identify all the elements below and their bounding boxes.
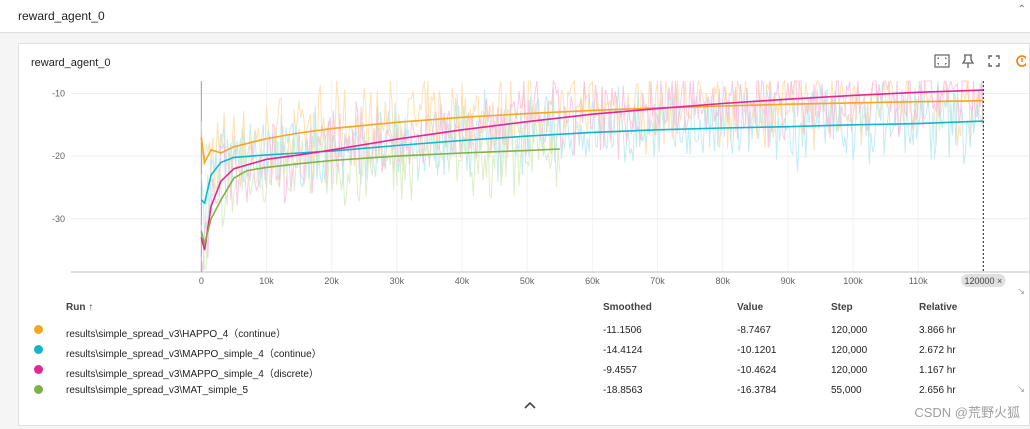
table-row[interactable]: results\simple_spread_v3\MAPPO_simple_4（… [19,341,1030,361]
table-row[interactable]: results\simple_spread_v3\HAPPO_4（continu… [19,321,1030,341]
x-tick-label: 80k [715,276,730,286]
fullscreen-icon[interactable] [985,54,1003,72]
x-tick-label: 0 [199,276,204,286]
step-marker-label: 120000 × [964,276,1002,286]
step-value: 120,000 [831,345,868,356]
y-tick-label: -10 [52,89,65,99]
card-title: reward_agent_0 [31,57,111,69]
run-name: results\simple_spread_v3\HAPPO_4（continu… [66,329,287,340]
smoothed-value: -18.8563 [603,385,643,396]
chart-resize-handle[interactable]: ↘ [1017,286,1025,296]
raw-value: -8.7467 [737,325,771,336]
watermark: CSDN @荒野火狐 [914,405,1020,420]
run-name: results\simple_spread_v3\MAPPO_simple_4（… [66,369,319,380]
y-tick-label: -20 [52,151,65,161]
smoothed-value: -9.4557 [603,365,637,376]
step-value: 120,000 [831,365,868,376]
chart-card: reward_agent_0 -10 -20 -30 0 10k 20k 30k 40k 50k… [18,43,1030,426]
x-tick-label: 60k [585,276,600,286]
smoothed-series-line [200,148,560,247]
smoothed-series-line [200,99,984,166]
x-tick-label: 40k [455,276,470,286]
y-tick-label: -30 [52,214,65,224]
series-color-dot [34,365,43,374]
raw-value: -10.4624 [737,365,777,376]
relative-time: 2.656 hr [919,385,956,396]
raw-value: -16.3784 [737,385,777,396]
smoothed-series-line [200,120,984,205]
line-chart[interactable]: -10 -20 -30 0 10k 20k 30k 40k 50k 60k 70k 80k 90k 100… [19,44,1030,294]
smoothed-value: -14.4124 [603,345,643,356]
run-name: results\simple_spread_v3\MAT_simple_5 [66,385,249,396]
collapse-icon[interactable]: ⌃ [1017,4,1026,15]
header-relative: Relative [919,302,958,313]
x-tick-label: 20k [324,276,339,286]
header-step: Step [831,302,853,313]
x-tick-label: 110k [909,276,928,286]
series-color-dot [34,345,43,354]
relative-time: 1.167 hr [919,365,956,376]
pin-icon[interactable] [959,54,977,72]
header-smoothed: Smoothed [603,302,652,313]
table-row[interactable]: results\simple_spread_v3\MAT_simple_5 -18… [19,381,1030,401]
x-tick-label: 90k [781,276,796,286]
x-tick-label: 30k [390,276,405,286]
section-title: reward_agent_0 [18,9,105,23]
series-color-dot [34,325,43,334]
raw-series-line [200,79,984,188]
x-tick-label: 100k [843,276,863,286]
run-name: results\simple_spread_v3\MAPPO_simple_4（… [66,349,322,360]
expand-table-icon[interactable] [524,396,536,412]
smoothed-series-line [200,89,984,251]
relative-time: 2.672 hr [919,345,956,356]
top-header: reward_agent_0 ⌃ [0,0,1030,33]
relative-time: 3.866 hr [919,325,956,336]
x-tick-label: 70k [650,276,665,286]
step-marker-chip [961,274,1006,287]
table-resize-handle[interactable]: ↘ [1017,384,1025,394]
table-row[interactable]: results\simple_spread_v3\MAPPO_simple_4（… [19,361,1030,381]
smoothed-value: -11.1506 [603,325,642,336]
raw-value: -10.1201 [737,345,777,356]
step-value: 55,000 [831,385,862,396]
step-value: 120,000 [831,325,868,336]
x-tick-label: 10k [259,276,274,286]
x-tick-label: 50k [520,276,535,286]
fit-domain-icon[interactable] [933,54,951,72]
series-color-dot [34,385,43,394]
more-icon[interactable] [1011,54,1029,72]
header-value: Value [737,302,764,313]
header-run[interactable]: Run ↑ [66,302,94,313]
